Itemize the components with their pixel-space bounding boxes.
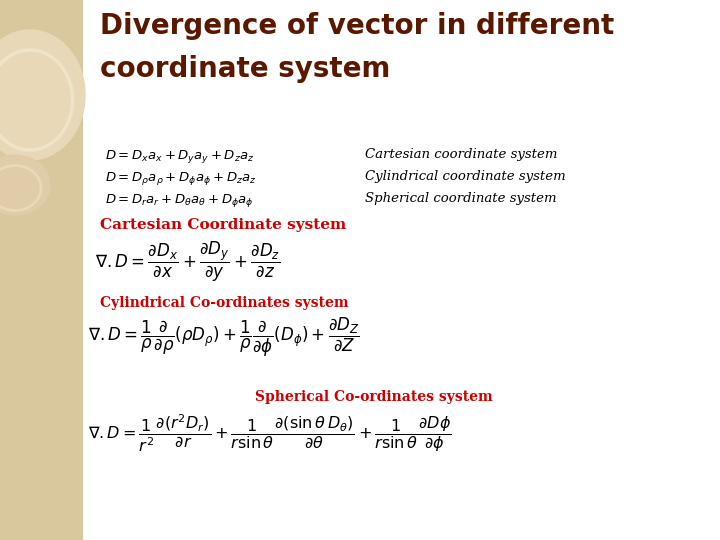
Text: Cylindrical coordinate system: Cylindrical coordinate system bbox=[365, 170, 566, 183]
Text: Divergence of vector in different: Divergence of vector in different bbox=[100, 12, 614, 40]
Text: $D = D_x a_x + D_y a_y + D_z a_z$: $D = D_x a_x + D_y a_y + D_z a_z$ bbox=[105, 148, 255, 165]
Bar bbox=[0, 0, 83, 540]
Text: Spherical coordinate system: Spherical coordinate system bbox=[365, 192, 557, 205]
Text: Cartesian coordinate system: Cartesian coordinate system bbox=[365, 148, 557, 161]
Text: $\nabla.D = \dfrac{1}{r^2}\dfrac{\partial(r^2 D_r)}{\partial r} + \dfrac{1}{r\si: $\nabla.D = \dfrac{1}{r^2}\dfrac{\partia… bbox=[88, 412, 451, 454]
Ellipse shape bbox=[0, 30, 85, 160]
Text: Spherical Co-ordinates system: Spherical Co-ordinates system bbox=[255, 390, 492, 404]
Text: Cartesian Coordinate system: Cartesian Coordinate system bbox=[100, 218, 346, 232]
Text: $\nabla.D = \dfrac{1}{\rho}\dfrac{\partial}{\partial \rho}(\rho D_\rho) + \dfrac: $\nabla.D = \dfrac{1}{\rho}\dfrac{\parti… bbox=[88, 316, 360, 359]
Text: $\nabla.D = \dfrac{\partial D_x}{\partial x} + \dfrac{\partial D_y}{\partial y} : $\nabla.D = \dfrac{\partial D_x}{\partia… bbox=[95, 240, 281, 284]
Ellipse shape bbox=[0, 155, 50, 215]
Text: $D = D_r a_r + D_\theta a_\theta + D_\phi a_\phi$: $D = D_r a_r + D_\theta a_\theta + D_\ph… bbox=[105, 192, 253, 209]
Text: Cylindrical Co-ordinates system: Cylindrical Co-ordinates system bbox=[100, 296, 348, 310]
Text: $D = D_\rho a_\rho + D_\phi a_\phi + D_z a_z$: $D = D_\rho a_\rho + D_\phi a_\phi + D_z… bbox=[105, 170, 256, 187]
Text: coordinate system: coordinate system bbox=[100, 55, 390, 83]
Bar bbox=[83, 0, 720, 540]
